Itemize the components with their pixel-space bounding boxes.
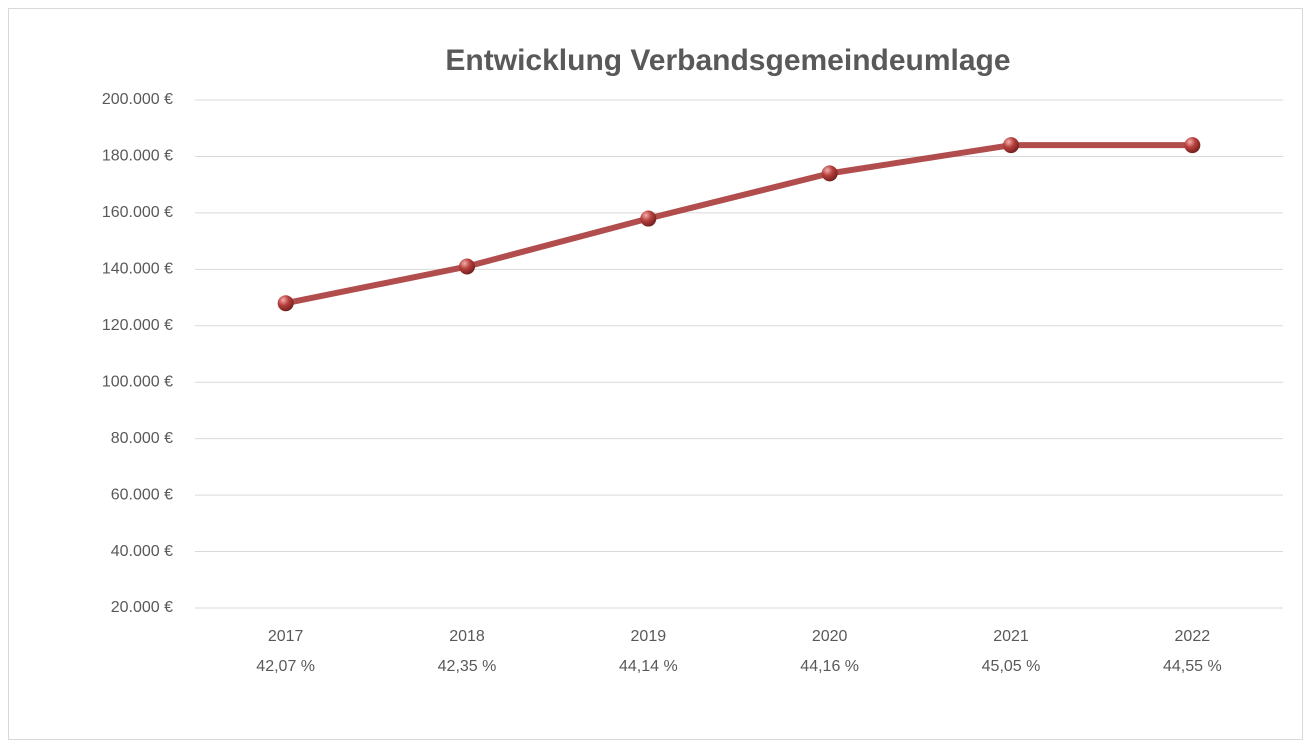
x-tick-label: 2020: [812, 628, 848, 645]
x-tick-label: 2021: [993, 628, 1029, 645]
chart-border: [8, 8, 1303, 740]
x-tick-sublabel: 42,07 %: [256, 658, 315, 675]
x-tick-label: 2019: [631, 628, 667, 645]
y-tick-label: 120.000 €: [102, 317, 173, 334]
x-tick-sublabel: 44,16 %: [800, 658, 859, 675]
series-line: [285, 142, 1193, 307]
x-tick-sublabel: 42,35 %: [438, 658, 497, 675]
y-tick-label: 200.000 €: [102, 91, 173, 108]
data-point: [1003, 137, 1019, 154]
y-tick-label: 20.000 €: [111, 599, 173, 616]
x-tick-label: 2018: [449, 628, 485, 645]
y-tick-label: 180.000 €: [102, 148, 173, 165]
y-tick-label: 80.000 €: [111, 430, 173, 447]
data-point: [640, 210, 657, 227]
y-tick-label: 140.000 €: [102, 261, 173, 278]
y-tick-label: 60.000 €: [111, 486, 173, 503]
data-point: [459, 258, 475, 275]
data-point: [277, 295, 294, 312]
data-point: [821, 165, 838, 182]
x-tick-label: 2017: [268, 628, 304, 645]
chart-title: Entwicklung Verbandsgemeindeumlage: [445, 44, 1010, 77]
x-tick-sublabel: 45,05 %: [982, 658, 1041, 675]
x-tick-sublabel: 44,55 %: [1163, 658, 1222, 675]
data-point: [1184, 137, 1201, 154]
x-tick-label: 2022: [1175, 628, 1211, 645]
x-tick-sublabel: 44,14 %: [619, 658, 678, 675]
y-tick-label: 40.000 €: [111, 543, 173, 560]
y-tick-label: 160.000 €: [102, 204, 173, 221]
y-tick-label: 100.000 €: [102, 373, 173, 390]
